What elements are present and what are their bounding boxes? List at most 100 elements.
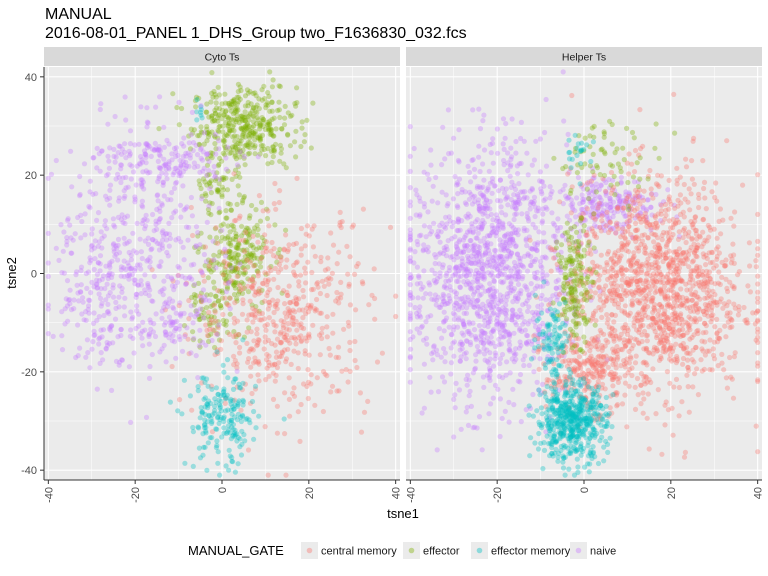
scatter-point [208,178,214,184]
scatter-point [243,142,249,148]
scatter-point [116,175,122,181]
scatter-point [539,269,546,275]
scatter-point [224,392,230,398]
scatter-point [294,327,300,333]
scatter-point [181,310,187,316]
scatter-point [226,302,232,308]
scatter-point [204,467,210,473]
scatter-point [197,242,203,248]
scatter-point [148,247,154,253]
scatter-point [731,223,737,229]
scatter-point [219,101,225,107]
scatter-point [217,405,223,411]
scatter-point [490,395,496,401]
scatter-point [467,388,473,394]
scatter-point [481,314,488,321]
scatter-point [518,343,524,349]
scatter-point [135,282,141,288]
scatter-point [225,200,231,207]
scatter-point [266,127,272,133]
scatter-point [63,296,69,302]
scatter-point [523,300,529,306]
scatter-point [226,262,233,268]
scatter-point [214,235,220,241]
scatter-point [215,298,221,304]
scatter-point [515,276,521,282]
scatter-point [457,358,463,364]
scatter-point [201,278,207,284]
scatter-point [431,220,437,226]
scatter-point [192,281,198,287]
scatter-point [287,308,293,314]
scatter-point [522,327,528,333]
scatter-point [232,153,238,159]
scatter-point [221,275,228,281]
scatter-point [198,129,204,135]
scatter-point [219,295,226,301]
scatter-point [232,397,238,403]
scatter-point [360,206,366,212]
scatter-point [454,180,460,186]
scatter-point [250,105,256,111]
scatter-point [213,293,219,299]
scatter-point [531,194,538,200]
scatter-point [219,270,225,276]
scatter-point [230,426,236,432]
scatter-point [88,257,94,263]
scatter-point [169,276,175,282]
scatter-point [275,107,281,114]
scatter-point [508,281,514,287]
scatter-point [179,141,185,147]
scatter-point [88,290,94,296]
scatter-point [215,319,221,325]
scatter-point [503,372,509,378]
scatter-point [77,191,83,198]
scatter-point [545,354,551,360]
scatter-point [199,269,205,275]
scatter-point [537,259,544,265]
scatter-point [257,317,263,323]
scatter-point [466,196,472,202]
scatter-point [164,176,170,182]
scatter-point [212,344,218,351]
scatter-point [600,290,606,296]
scatter-point [215,331,221,337]
scatter-point [216,113,222,119]
scatter-point [421,201,427,207]
scatter-point [201,176,207,182]
scatter-point [274,254,280,260]
scatter-point [179,273,185,279]
scatter-point [407,282,413,288]
scatter-point [553,239,559,245]
scatter-point [513,211,520,217]
scatter-point [513,351,519,357]
scatter-point [110,340,116,346]
scatter-point [278,318,284,324]
scatter-point [156,147,162,153]
scatter-point [334,261,340,267]
scatter-point [69,250,75,256]
scatter-point [446,278,452,284]
scatter-point [500,324,506,330]
scatter-point [519,211,525,217]
scatter-point [170,298,176,304]
scatter-point [215,350,221,356]
scatter-point [167,319,173,326]
scatter-point [297,272,304,278]
scatter-point [222,270,228,276]
scatter-point [504,253,510,259]
scatter-point [209,200,215,207]
scatter-point [229,265,235,271]
scatter-point [474,276,480,282]
scatter-point [504,245,510,251]
scatter-point [155,179,161,185]
scatter-point [166,165,172,171]
scatter-point [489,140,496,146]
scatter-point [304,223,311,229]
scatter-point [538,307,544,313]
scatter-point [491,294,497,300]
scatter-point [483,198,490,204]
scatter-point [271,115,277,121]
scatter-point [157,263,163,270]
scatter-point [177,170,183,176]
